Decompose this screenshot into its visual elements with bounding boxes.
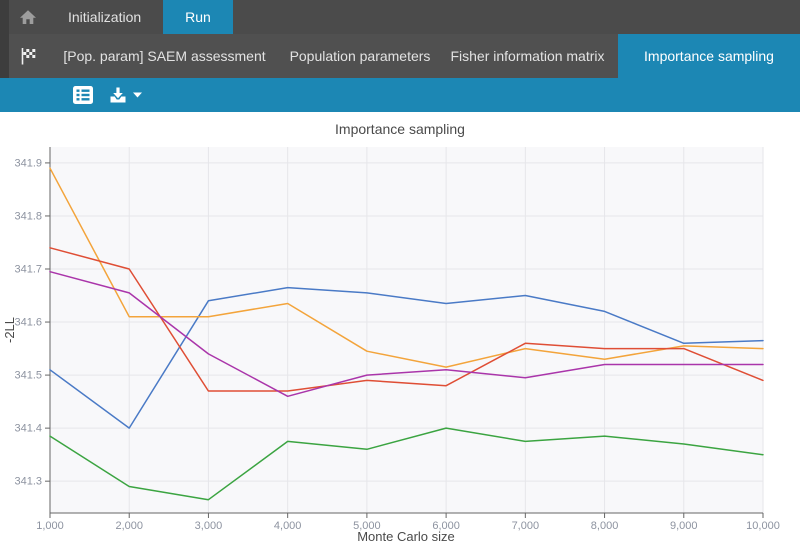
svg-text:341.7: 341.7: [14, 264, 42, 276]
home-button[interactable]: [9, 0, 46, 34]
legend-settings-button[interactable]: [72, 85, 94, 105]
svg-text:3,000: 3,000: [195, 520, 223, 532]
main-tabs: Initialization Run: [46, 0, 233, 34]
x-axis-label: Monte Carlo size: [357, 529, 455, 544]
download-icon: [110, 87, 126, 103]
main-nav-bar: Initialization Run: [0, 0, 800, 34]
main-tab-run[interactable]: Run: [163, 0, 233, 34]
task-tab-population-parameters[interactable]: Population parameters: [289, 48, 431, 64]
home-icon: [19, 10, 36, 24]
series-line-run-magenta: [49, 270, 764, 398]
chart-gridlines: [50, 147, 764, 513]
svg-text:7,000: 7,000: [512, 520, 540, 532]
series-line-run-red: [49, 247, 764, 392]
y-axis-label: -2LL: [2, 317, 17, 343]
chart-axes: [45, 147, 764, 518]
chart-panel: 341.3 341.4 341.5 341.6 341.7 341.8 341.9 1,000…: [0, 112, 800, 551]
plot-toolbar: [0, 78, 800, 112]
svg-text:2,000: 2,000: [115, 520, 143, 532]
svg-text:341.8: 341.8: [14, 210, 42, 222]
left-edge-notch-2: [0, 34, 9, 78]
svg-text:9,000: 9,000: [670, 520, 698, 532]
legend-list-icon: [73, 86, 93, 104]
svg-text:341.4: 341.4: [14, 423, 42, 435]
svg-text:8,000: 8,000: [591, 520, 619, 532]
chart-series-lines: [49, 167, 764, 501]
series-line-run-blue: [49, 286, 764, 429]
task-tab-importance-sampling[interactable]: Importance sampling: [618, 34, 800, 78]
task-tab-pop-param-saem-assessment[interactable]: [Pop. param] SAEM assessment: [63, 48, 266, 64]
svg-text:5,000: 5,000: [353, 520, 381, 532]
chart-tick-labels: 341.3 341.4 341.5 341.6 341.7 341.8 341.9 1,000…: [14, 157, 779, 532]
task-tabs: [Pop. param] SAEM assessment Population p…: [46, 34, 800, 78]
left-edge-notch: [0, 0, 9, 34]
svg-text:4,000: 4,000: [274, 520, 302, 532]
svg-text:341.6: 341.6: [14, 317, 42, 329]
importance-sampling-chart[interactable]: 341.3 341.4 341.5 341.6 341.7 341.8 341.9 1,000…: [0, 112, 800, 551]
svg-text:341.9: 341.9: [14, 157, 42, 169]
finish-flag-button[interactable]: [9, 34, 46, 78]
svg-text:6,000: 6,000: [432, 520, 460, 532]
task-tab-fisher-information-matrix[interactable]: Fisher information matrix: [450, 48, 605, 64]
svg-text:341.3: 341.3: [14, 476, 42, 488]
main-tab-initialization[interactable]: Initialization: [68, 9, 142, 25]
svg-text:10,000: 10,000: [746, 520, 780, 532]
series-line-run-green: [49, 427, 764, 501]
task-nav-bar: [Pop. param] SAEM assessment Population p…: [0, 34, 800, 78]
svg-text:1,000: 1,000: [36, 520, 64, 532]
checkered-flag-icon: [21, 48, 35, 65]
chart-title: Importance sampling: [335, 121, 465, 137]
caret-down-icon: [133, 92, 142, 98]
svg-text:341.5: 341.5: [14, 370, 42, 382]
export-button[interactable]: [108, 86, 142, 104]
series-line-run-orange: [49, 167, 764, 368]
